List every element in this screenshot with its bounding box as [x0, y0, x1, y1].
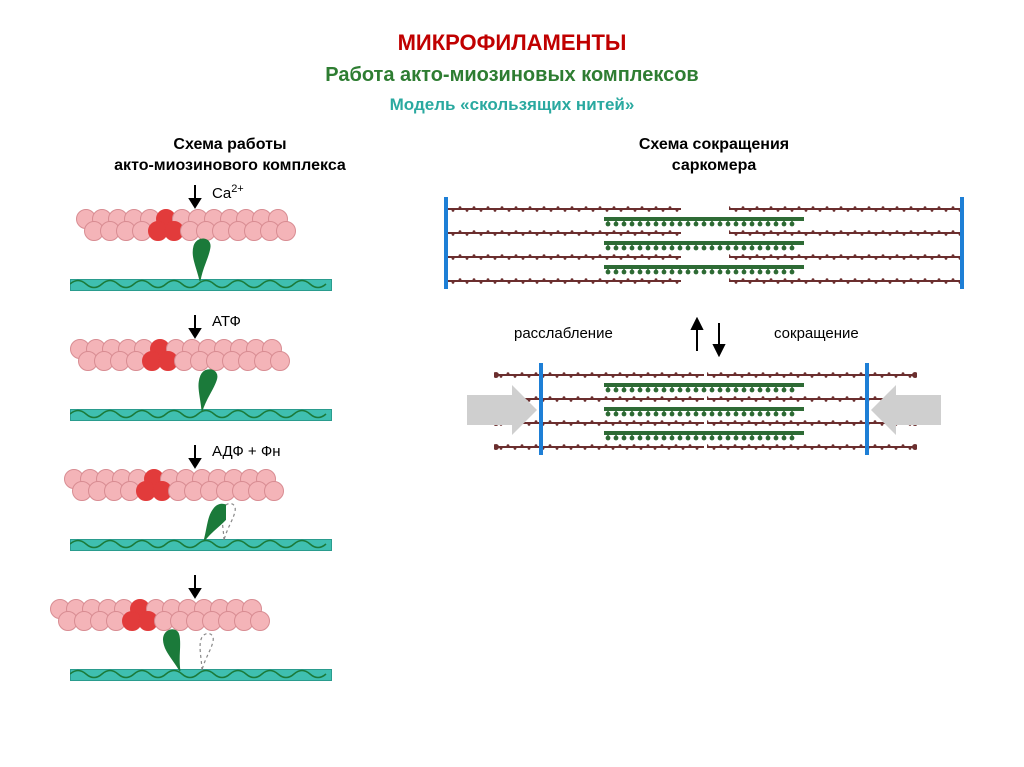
sarcomere-relaxed — [444, 197, 964, 317]
arrow-down-icon — [185, 445, 205, 469]
thick-filament — [604, 377, 804, 393]
contract-arrow-left-icon — [467, 385, 537, 435]
step-label: АТФ — [212, 313, 241, 330]
step-label: Ca2+ — [212, 183, 244, 202]
step-label: АДФ + Фн — [212, 443, 281, 460]
myosin-head-icon — [180, 363, 224, 422]
myosin-head-icon — [158, 623, 202, 682]
thick-filament — [604, 425, 804, 441]
left-title: Схема работы акто-миозинового комплекса — [60, 135, 400, 177]
arrow-down-icon — [185, 575, 205, 599]
right-title: Схема сокращения саркомера — [444, 135, 984, 177]
state-arrows: расслабление сокращение — [444, 317, 984, 357]
arrow-down-icon — [185, 315, 205, 339]
thin-filament — [446, 277, 681, 285]
thin-filament — [729, 277, 964, 285]
z-line — [444, 197, 448, 289]
step-2: АТФ — [60, 317, 400, 427]
step-1: Ca2+ — [60, 187, 400, 297]
thin-filament — [707, 443, 917, 451]
actin-filament — [76, 481, 284, 501]
z-line — [865, 363, 869, 455]
sarcomere-contracted — [444, 363, 964, 483]
z-line — [539, 363, 543, 455]
thick-filament — [604, 235, 804, 251]
title-main: МИКРОФИЛАМЕНТЫ — [0, 30, 1024, 56]
z-line — [960, 197, 964, 289]
label-contract: сокращение — [774, 325, 859, 342]
thin-filament — [494, 443, 704, 451]
title-model: Модель «скользящих нитей» — [0, 95, 1024, 115]
thick-filament — [604, 211, 804, 227]
left-title-line1: Схема работы — [173, 136, 286, 153]
thick-filament — [604, 401, 804, 417]
updown-arrows-icon — [679, 317, 739, 357]
title-sub: Работа акто-миозиновых комплексов — [0, 64, 1024, 87]
left-diagram: Схема работы акто-миозинового комплекса … — [60, 135, 400, 707]
arrow-down-icon — [185, 185, 205, 209]
right-diagram: Схема сокращения саркомера расслабление … — [444, 135, 984, 707]
label-relax: расслабление — [514, 325, 613, 342]
right-title-line2: саркомера — [672, 157, 757, 174]
thick-filament — [604, 259, 804, 275]
myosin-head-icon — [178, 233, 222, 292]
step-3: АДФ + Фн — [60, 447, 400, 557]
step-4 — [60, 577, 400, 687]
myosin-head-icon — [182, 493, 226, 552]
contract-arrow-right-icon — [871, 385, 941, 435]
left-title-line2: акто-миозинового комплекса — [114, 157, 346, 174]
right-title-line1: Схема сокращения — [639, 136, 789, 153]
